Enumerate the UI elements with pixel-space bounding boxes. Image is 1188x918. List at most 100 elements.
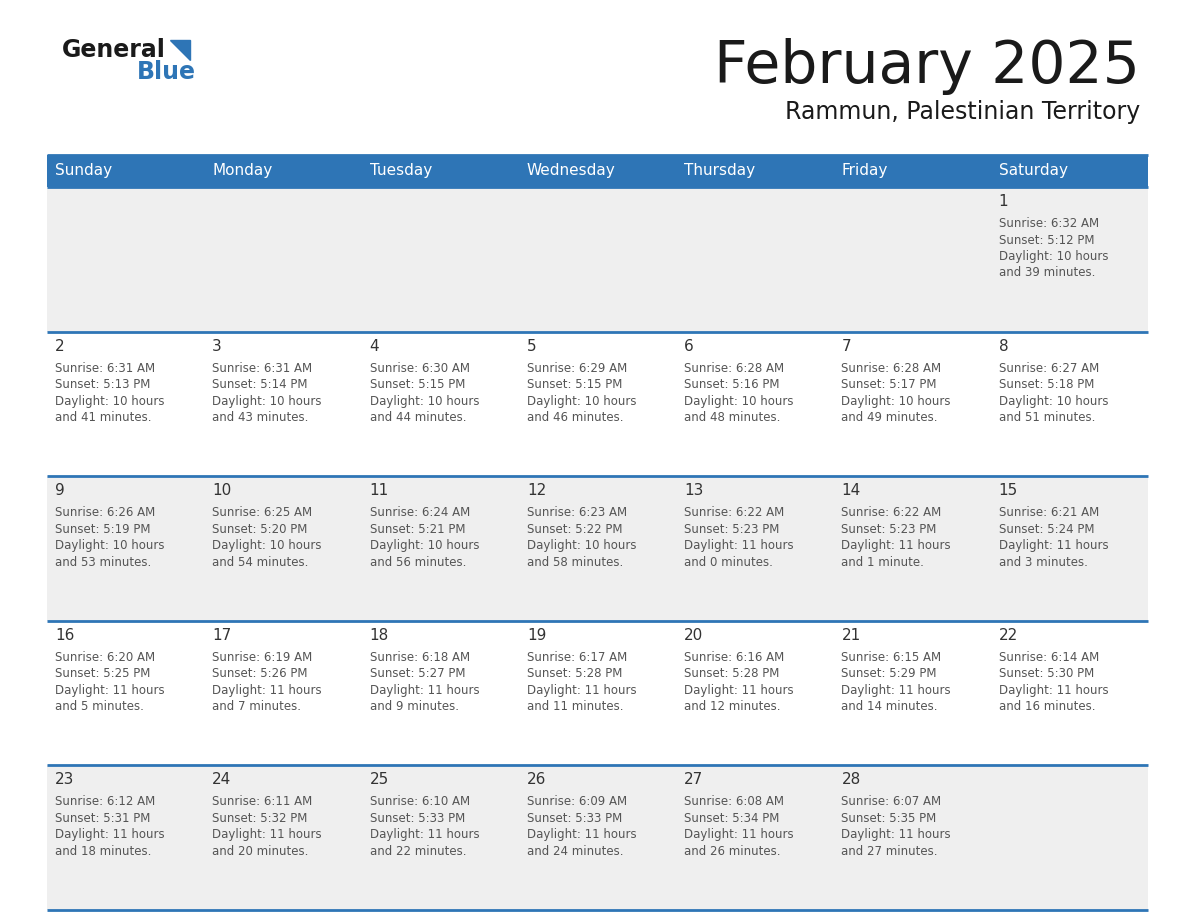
Text: Friday: Friday [841,163,887,178]
Text: Sunset: 5:21 PM: Sunset: 5:21 PM [369,522,465,536]
Text: and 44 minutes.: and 44 minutes. [369,411,466,424]
Text: Sunset: 5:20 PM: Sunset: 5:20 PM [213,522,308,536]
Text: and 54 minutes.: and 54 minutes. [213,555,309,568]
Text: and 16 minutes.: and 16 minutes. [999,700,1095,713]
Text: Tuesday: Tuesday [369,163,431,178]
Text: Sunset: 5:12 PM: Sunset: 5:12 PM [999,233,1094,247]
Text: 17: 17 [213,628,232,643]
Text: Sunset: 5:14 PM: Sunset: 5:14 PM [213,378,308,391]
Text: Sunset: 5:26 PM: Sunset: 5:26 PM [213,667,308,680]
Text: Sunrise: 6:32 AM: Sunrise: 6:32 AM [999,217,1099,230]
Text: and 27 minutes.: and 27 minutes. [841,845,939,858]
Text: Sunset: 5:28 PM: Sunset: 5:28 PM [684,667,779,680]
Text: Daylight: 10 hours: Daylight: 10 hours [55,539,164,553]
Text: Sunset: 5:29 PM: Sunset: 5:29 PM [841,667,937,680]
Text: Sunrise: 6:28 AM: Sunrise: 6:28 AM [841,362,942,375]
Text: Sunset: 5:24 PM: Sunset: 5:24 PM [999,522,1094,536]
Text: Sunset: 5:15 PM: Sunset: 5:15 PM [369,378,465,391]
Text: Sunrise: 6:21 AM: Sunrise: 6:21 AM [999,506,1099,520]
Text: and 18 minutes.: and 18 minutes. [55,845,151,858]
Text: 12: 12 [526,483,546,498]
Bar [48,187,1148,331]
Text: Sunset: 5:25 PM: Sunset: 5:25 PM [55,667,151,680]
Text: 4: 4 [369,339,379,353]
Text: Daylight: 11 hours: Daylight: 11 hours [684,539,794,553]
Text: Daylight: 11 hours: Daylight: 11 hours [684,828,794,842]
Text: Sunset: 5:31 PM: Sunset: 5:31 PM [55,812,151,825]
Text: 23: 23 [55,772,75,788]
Text: and 22 minutes.: and 22 minutes. [369,845,466,858]
Text: 10: 10 [213,483,232,498]
Text: 20: 20 [684,628,703,643]
Text: Sunrise: 6:22 AM: Sunrise: 6:22 AM [841,506,942,520]
Text: Sunrise: 6:30 AM: Sunrise: 6:30 AM [369,362,469,375]
Text: 9: 9 [55,483,65,498]
Text: Sunset: 5:33 PM: Sunset: 5:33 PM [526,812,623,825]
Text: 1: 1 [999,194,1009,209]
Text: Daylight: 11 hours: Daylight: 11 hours [369,684,479,697]
Text: Sunset: 5:23 PM: Sunset: 5:23 PM [841,522,937,536]
Text: and 58 minutes.: and 58 minutes. [526,555,624,568]
Text: Sunset: 5:22 PM: Sunset: 5:22 PM [526,522,623,536]
Text: Daylight: 10 hours: Daylight: 10 hours [369,395,479,408]
Text: Daylight: 11 hours: Daylight: 11 hours [684,684,794,697]
Text: Wednesday: Wednesday [526,163,615,178]
Text: Sunrise: 6:31 AM: Sunrise: 6:31 AM [213,362,312,375]
Text: Daylight: 11 hours: Daylight: 11 hours [55,684,165,697]
Text: Daylight: 10 hours: Daylight: 10 hours [213,539,322,553]
Text: Daylight: 11 hours: Daylight: 11 hours [841,828,952,842]
Text: and 43 minutes.: and 43 minutes. [213,411,309,424]
Text: Sunrise: 6:27 AM: Sunrise: 6:27 AM [999,362,1099,375]
Text: Daylight: 11 hours: Daylight: 11 hours [841,539,952,553]
Text: Sunset: 5:13 PM: Sunset: 5:13 PM [55,378,151,391]
Text: 14: 14 [841,483,860,498]
Text: Sunday: Sunday [55,163,112,178]
Text: Daylight: 10 hours: Daylight: 10 hours [999,250,1108,263]
Text: Sunset: 5:30 PM: Sunset: 5:30 PM [999,667,1094,680]
Text: 6: 6 [684,339,694,353]
Text: and 53 minutes.: and 53 minutes. [55,555,151,568]
Text: and 12 minutes.: and 12 minutes. [684,700,781,713]
Text: Daylight: 11 hours: Daylight: 11 hours [999,539,1108,553]
Bar [48,766,1148,910]
Text: and 20 minutes.: and 20 minutes. [213,845,309,858]
Text: Sunset: 5:27 PM: Sunset: 5:27 PM [369,667,465,680]
Text: Sunrise: 6:19 AM: Sunrise: 6:19 AM [213,651,312,664]
Text: Daylight: 11 hours: Daylight: 11 hours [999,684,1108,697]
Text: and 46 minutes.: and 46 minutes. [526,411,624,424]
Text: Rammun, Palestinian Territory: Rammun, Palestinian Territory [785,100,1140,124]
Text: 3: 3 [213,339,222,353]
Text: Sunrise: 6:16 AM: Sunrise: 6:16 AM [684,651,784,664]
Text: Sunrise: 6:11 AM: Sunrise: 6:11 AM [213,795,312,809]
Text: Sunrise: 6:29 AM: Sunrise: 6:29 AM [526,362,627,375]
Text: Daylight: 10 hours: Daylight: 10 hours [526,539,637,553]
Text: Daylight: 11 hours: Daylight: 11 hours [213,684,322,697]
Text: Sunrise: 6:26 AM: Sunrise: 6:26 AM [55,506,156,520]
Text: Daylight: 11 hours: Daylight: 11 hours [55,828,165,842]
Text: and 0 minutes.: and 0 minutes. [684,555,773,568]
Text: Sunrise: 6:15 AM: Sunrise: 6:15 AM [841,651,942,664]
Text: Daylight: 11 hours: Daylight: 11 hours [526,828,637,842]
Text: Sunrise: 6:28 AM: Sunrise: 6:28 AM [684,362,784,375]
Text: 5: 5 [526,339,537,353]
Text: 13: 13 [684,483,703,498]
Text: Sunset: 5:23 PM: Sunset: 5:23 PM [684,522,779,536]
Text: Sunrise: 6:07 AM: Sunrise: 6:07 AM [841,795,942,809]
Text: Sunset: 5:18 PM: Sunset: 5:18 PM [999,378,1094,391]
Text: Sunrise: 6:25 AM: Sunrise: 6:25 AM [213,506,312,520]
Text: Saturday: Saturday [999,163,1068,178]
Text: and 11 minutes.: and 11 minutes. [526,700,624,713]
Text: Daylight: 11 hours: Daylight: 11 hours [841,684,952,697]
Text: and 24 minutes.: and 24 minutes. [526,845,624,858]
Polygon shape [170,40,190,60]
Text: February 2025: February 2025 [714,38,1140,95]
Text: 19: 19 [526,628,546,643]
Text: Daylight: 11 hours: Daylight: 11 hours [526,684,637,697]
Text: Sunrise: 6:22 AM: Sunrise: 6:22 AM [684,506,784,520]
Text: Sunset: 5:35 PM: Sunset: 5:35 PM [841,812,936,825]
Text: 24: 24 [213,772,232,788]
Text: 2: 2 [55,339,64,353]
Text: Sunset: 5:28 PM: Sunset: 5:28 PM [526,667,623,680]
Text: and 56 minutes.: and 56 minutes. [369,555,466,568]
Text: and 49 minutes.: and 49 minutes. [841,411,939,424]
